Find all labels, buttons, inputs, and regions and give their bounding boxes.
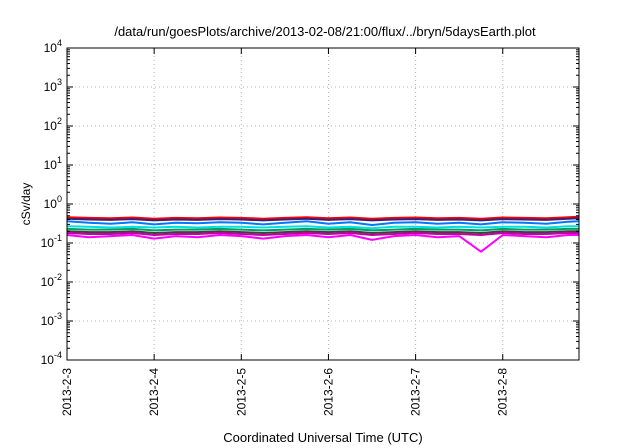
y-tick-label: 103 [44,77,62,94]
x-tick-label: 2013-2-3 [60,368,74,416]
series-line-1 [66,215,580,220]
series-line-2 [66,217,580,222]
series-line-6 [66,230,579,234]
x-tick-label: 2013-2-5 [234,368,248,416]
x-tick-label: 2013-2-7 [409,368,423,416]
y-tick-label: 10-1 [41,233,62,250]
y-tick-label: 10-2 [41,272,62,289]
series-line-8 [66,234,579,253]
x-tick-label: 2013-2-8 [496,368,510,416]
series-line-4 [66,225,579,230]
series-line-5 [66,227,579,232]
x-tick-label: 2013-2-6 [321,368,335,416]
y-tick-label: 101 [44,155,62,172]
series-line-3 [66,220,580,226]
y-tick-label: 10-3 [41,311,62,328]
x-axis-ticks: 2013-2-3 2013-2-4 2013-2-5 2013-2-6 2013-2-7… [60,48,510,416]
y-axis-label: cSv/day [19,183,33,226]
y-tick-label: 102 [44,116,62,133]
grid-lines [67,48,579,360]
y-tick-label: 10-4 [41,350,62,367]
y-tick-label: 100 [44,194,62,211]
series-line-7 [66,232,579,236]
chart-title: /data/run/goesPlots/archive/2013-02-08/2… [114,24,536,39]
x-tick-label: 2013-2-4 [147,368,161,416]
series-lines [66,215,580,253]
x-axis-label: Coordinated Universal Time (UTC) [223,430,422,445]
y-tick-label: 104 [44,38,62,55]
